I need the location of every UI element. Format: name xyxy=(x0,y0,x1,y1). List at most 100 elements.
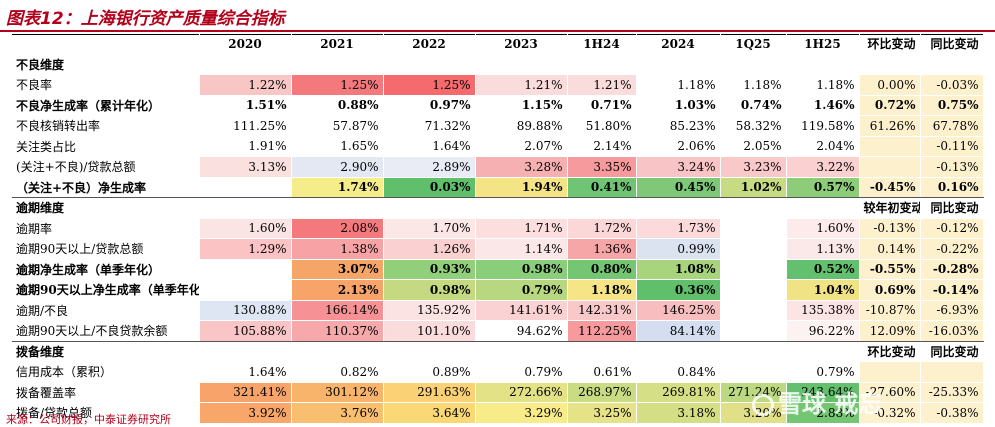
value-cell xyxy=(567,340,637,362)
table-row: 不良净生成率（累计年化） 1.51% 0.88% 0.97% 1.15% 0.71% 1.0… xyxy=(12,95,984,116)
value-cell: 1.26% xyxy=(383,238,476,260)
value-cell xyxy=(199,197,292,219)
row-label: 逾期净生成率（单季年化） xyxy=(12,259,200,280)
value-cell: 1.36% xyxy=(567,238,637,260)
value-cell: 1.14% xyxy=(475,238,568,260)
value-cell: 243.64% xyxy=(786,382,860,403)
value-cell: 291.63% xyxy=(383,382,476,403)
value-cell xyxy=(383,53,476,75)
value-cell: 94.62% xyxy=(475,320,568,342)
change-cell-qoq: -27.60% xyxy=(859,382,921,403)
value-cell: 1.13% xyxy=(786,238,860,260)
value-cell xyxy=(720,279,787,301)
source-note: 来源：公司财报，中泰证券研究所 xyxy=(6,413,171,426)
change-cell-qoq: 较年初变动 xyxy=(859,197,921,219)
change-cell-qoq xyxy=(859,136,921,157)
value-cell: 1.38% xyxy=(291,238,384,260)
change-cell-yoy: 同比变动 xyxy=(920,340,984,362)
value-cell: 130.88% xyxy=(199,300,292,321)
value-cell: 3.35% xyxy=(567,156,637,178)
change-cell-yoy: -0.38% xyxy=(920,402,984,424)
value-cell: 135.38% xyxy=(786,300,860,321)
value-cell: 141.61% xyxy=(475,300,568,321)
value-cell: 1.08% xyxy=(636,259,721,280)
table-row: 逾期率 1.60% 2.08% 1.70% 1.71% 1.72% 1.73% 1.60% -0… xyxy=(12,218,984,239)
value-cell: 1.51% xyxy=(199,95,292,116)
row-label: 不良维度 xyxy=(12,53,200,75)
value-cell xyxy=(636,53,721,75)
change-cell-qoq: 0.69% xyxy=(859,279,921,301)
value-cell: 111.25% xyxy=(199,115,292,137)
table-row: 逾期净生成率（单季年化） 3.07% 0.93% 0.98% 0.80% 1.08% 0.5… xyxy=(12,259,984,280)
value-cell: 105.88% xyxy=(199,320,292,342)
value-cell: 0.57% xyxy=(786,177,860,198)
column-header: 同比变动 xyxy=(920,34,984,55)
value-cell xyxy=(567,53,637,75)
table-row: 拨备覆盖率 321.41% 301.12% 291.63% 272.66% 268.97%… xyxy=(12,382,984,403)
value-cell xyxy=(199,340,292,362)
column-header: 1H24 xyxy=(567,34,637,55)
change-cell-yoy: -16.03% xyxy=(920,320,984,342)
change-cell-yoy: -0.12% xyxy=(920,218,984,239)
row-label: 逾期90天以上/不良贷款余额 xyxy=(12,320,200,342)
value-cell xyxy=(720,361,787,383)
row-label: 拨备维度 xyxy=(12,340,200,362)
value-cell: 301.12% xyxy=(291,382,384,403)
value-cell: 3.24% xyxy=(636,156,721,178)
row-label: 不良核销转出率 xyxy=(12,115,200,137)
value-cell: 1.25% xyxy=(291,74,384,96)
column-header: 2021 xyxy=(291,34,384,55)
value-cell: 57.87% xyxy=(291,115,384,137)
value-cell: 1.60% xyxy=(199,218,292,239)
table-row: 拨备/贷款总额 3.92% 3.76% 3.64% 3.29% 3.25% 3.18% 3.2… xyxy=(12,402,984,424)
row-label: 逾期90天以上净生成率（单季年化） xyxy=(12,279,200,301)
value-cell: 1.18% xyxy=(567,279,637,301)
value-cell xyxy=(720,259,787,280)
value-cell xyxy=(720,300,787,321)
column-header: 2020 xyxy=(199,34,292,55)
column-header: 2022 xyxy=(383,34,476,55)
value-cell: 0.98% xyxy=(475,259,568,280)
change-cell-qoq: 0.72% xyxy=(859,95,921,116)
value-cell: 0.80% xyxy=(567,259,637,280)
change-cell-yoy: -0.22% xyxy=(920,238,984,260)
value-cell: 2.14% xyxy=(567,136,637,157)
value-cell: 1.18% xyxy=(720,74,787,96)
value-cell: 1.46% xyxy=(786,95,860,116)
value-cell: 3.18% xyxy=(636,402,721,424)
value-cell: 3.22% xyxy=(786,156,860,178)
value-cell: 1.74% xyxy=(291,177,384,198)
value-cell: 0.93% xyxy=(383,259,476,280)
value-cell: 119.58% xyxy=(786,115,860,137)
value-cell: 0.74% xyxy=(720,95,787,116)
value-cell: 3.07% xyxy=(291,259,384,280)
value-cell: 2.04% xyxy=(786,136,860,157)
title-underline xyxy=(0,30,995,32)
value-cell: 3.64% xyxy=(383,402,476,424)
value-cell: 0.88% xyxy=(291,95,384,116)
value-cell: 89.88% xyxy=(475,115,568,137)
change-cell-yoy: -0.13% xyxy=(920,156,984,178)
table-row: 关注类占比 1.91% 1.65% 1.64% 2.07% 2.14% 2.06% 2.05%… xyxy=(12,136,984,157)
value-cell: 96.22% xyxy=(786,320,860,342)
value-cell xyxy=(567,197,637,219)
value-cell: 2.89% xyxy=(383,156,476,178)
column-header: 1H25 xyxy=(786,34,860,55)
table-row: (关注+不良)/贷款总额 3.13% 2.90% 2.89% 3.28% 3.35% 3.2… xyxy=(12,156,984,178)
value-cell: 2.90% xyxy=(291,156,384,178)
change-cell-yoy xyxy=(920,53,984,75)
value-cell: 0.79% xyxy=(475,279,568,301)
value-cell xyxy=(291,340,384,362)
value-cell: 0.41% xyxy=(567,177,637,198)
value-cell: 0.45% xyxy=(636,177,721,198)
value-cell: 135.92% xyxy=(383,300,476,321)
change-cell-yoy: -25.33% xyxy=(920,382,984,403)
value-cell: 0.61% xyxy=(567,361,637,383)
change-cell-qoq: 61.26% xyxy=(859,115,921,137)
value-cell: 2.07% xyxy=(475,136,568,157)
change-cell-qoq: -10.87% xyxy=(859,300,921,321)
value-cell: 51.80% xyxy=(567,115,637,137)
value-cell: 2.05% xyxy=(720,136,787,157)
table-row: 不良率 1.22% 1.25% 1.25% 1.21% 1.21% 1.18% 1.18% 1.… xyxy=(12,74,984,96)
column-header: 环比变动 xyxy=(859,34,921,55)
